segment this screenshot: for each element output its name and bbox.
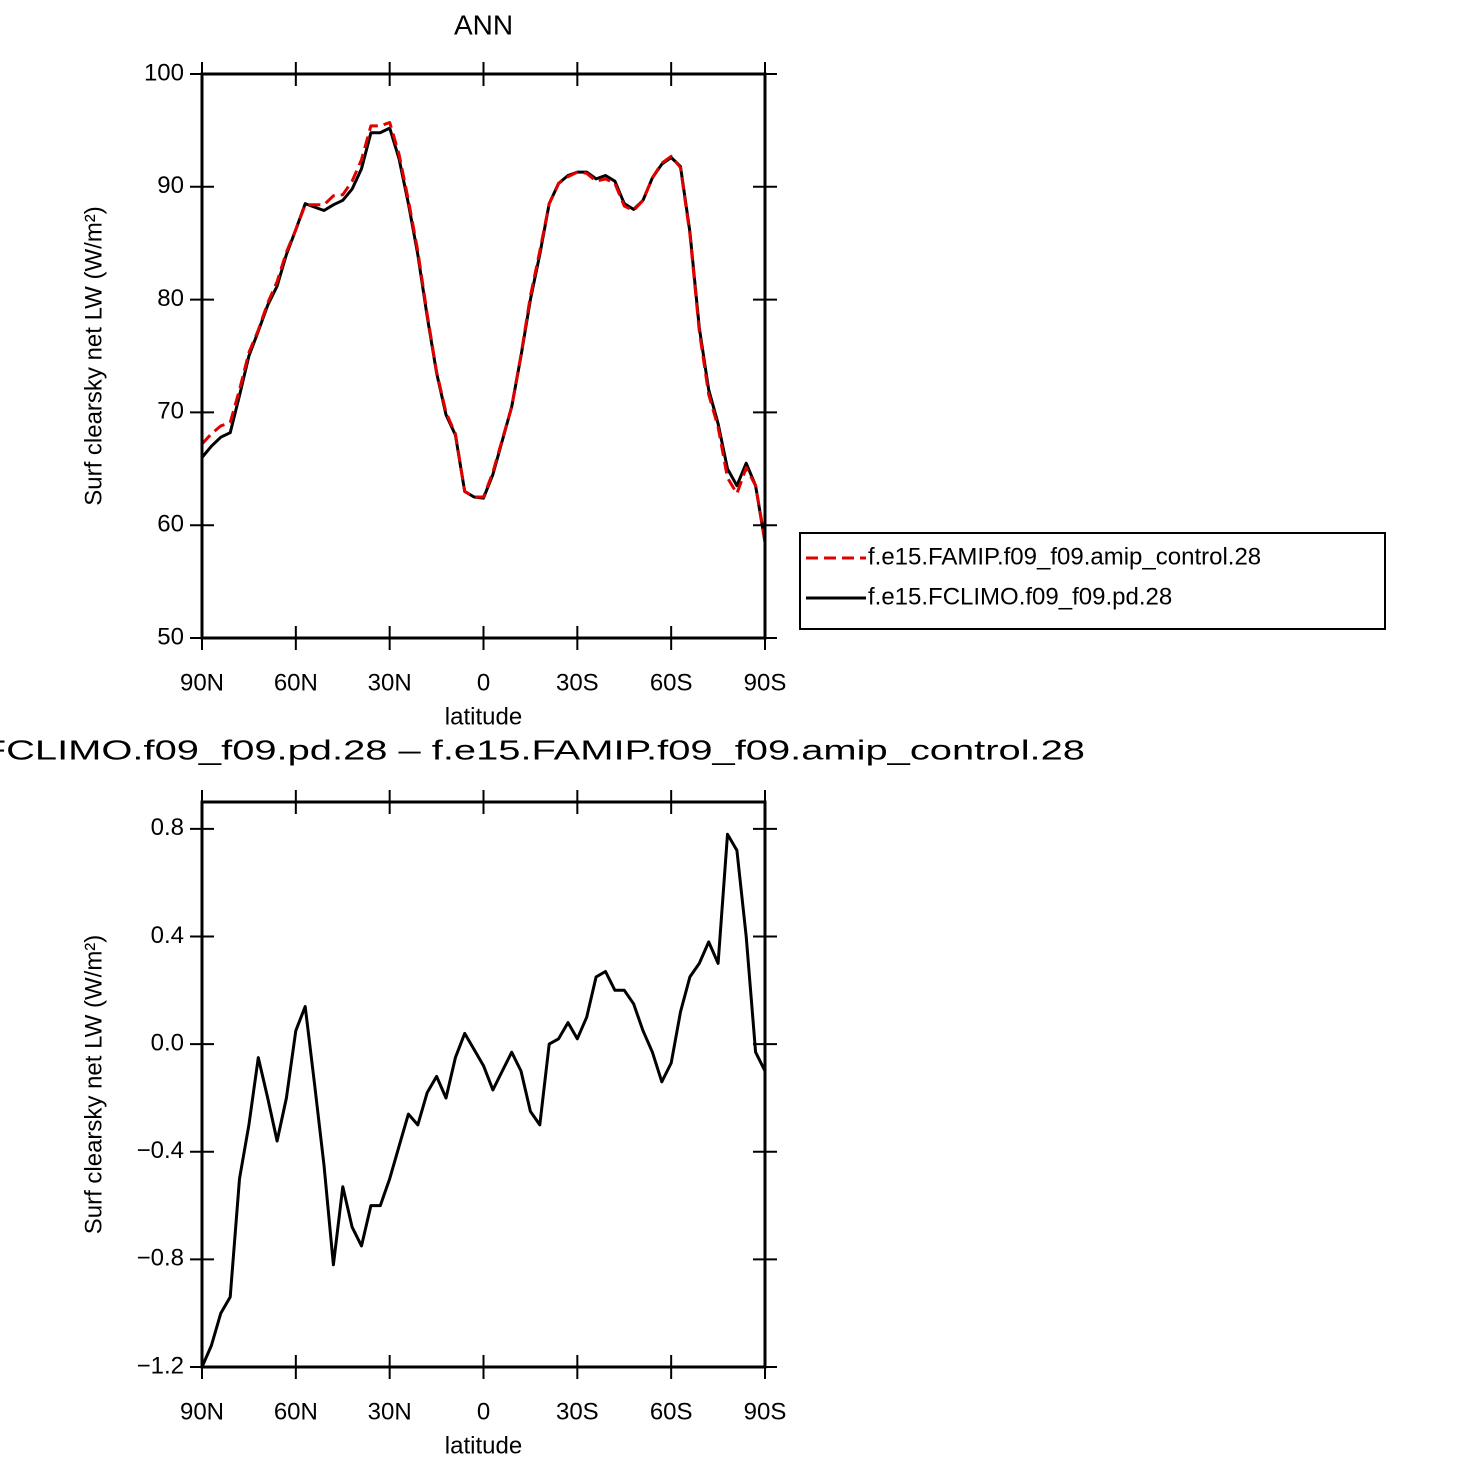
y-axis-label: Surf clearsky net LW (W/m²)	[80, 935, 107, 1235]
chart-title: f.e15.FCLIMO.f09_f09.pd.28 – f.e15.FAMIP…	[0, 734, 1085, 765]
x-tick-label: 30S	[556, 1398, 599, 1425]
y-tick-label: 0.0	[151, 1029, 184, 1056]
legend-box	[799, 532, 1386, 630]
x-axis-label: latitude	[445, 1432, 522, 1459]
legend-label: f.e15.FCLIMO.f09_f09.pd.28	[868, 583, 1172, 610]
x-tick-label: 60N	[274, 669, 318, 696]
x-tick-label: 60N	[274, 1398, 318, 1425]
x-tick-label: 0	[477, 1398, 490, 1425]
plot-frame	[200, 800, 767, 1369]
y-tick-label: −0.4	[137, 1137, 184, 1164]
y-tick-label: 0.8	[151, 814, 184, 841]
legend: f.e15.FAMIP.f09_f09.amip_control.28 f.e15…	[799, 532, 1386, 630]
data-line	[200, 832, 767, 1368]
y-tick-label: 70	[157, 398, 184, 425]
chart-title: ANN	[454, 9, 513, 40]
x-tick-label: 90N	[180, 1398, 224, 1425]
x-axis-label: latitude	[445, 703, 522, 730]
y-tick-label: 50	[157, 623, 184, 650]
x-tick-label: 90S	[744, 669, 787, 696]
y-tick-label: −0.8	[137, 1245, 184, 1272]
y-tick-label: 60	[157, 511, 184, 538]
y-tick-label: 90	[157, 172, 184, 199]
x-tick-label: 30N	[368, 1398, 412, 1425]
y-tick-label: 80	[157, 285, 184, 312]
legend-label: f.e15.FAMIP.f09_f09.amip_control.28	[868, 543, 1261, 570]
x-tick-label: 30N	[368, 669, 412, 696]
x-tick-label: 90N	[180, 669, 224, 696]
x-tick-label: 60S	[650, 669, 693, 696]
x-tick-label: 90S	[744, 1398, 787, 1425]
x-tick-label: 60S	[650, 1398, 693, 1425]
plot-frame	[200, 72, 767, 640]
y-tick-label: 0.4	[151, 922, 184, 949]
data-line	[200, 121, 767, 542]
y-tick-label: −1.2	[137, 1352, 184, 1379]
x-tick-label: 30S	[556, 669, 599, 696]
y-axis-label: Surf clearsky net LW (W/m²)	[80, 206, 107, 506]
y-tick-label: 100	[144, 59, 184, 86]
data-line	[200, 126, 767, 543]
x-tick-label: 0	[477, 669, 490, 696]
